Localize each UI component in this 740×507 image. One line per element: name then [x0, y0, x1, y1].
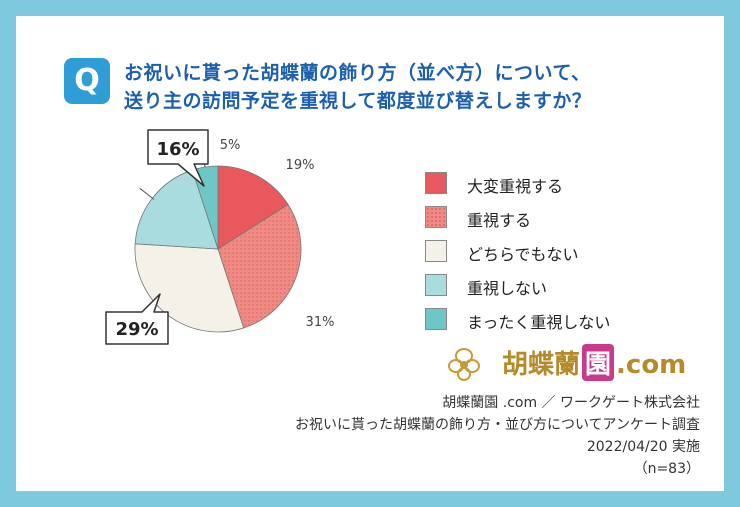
slice-very-important [217, 165, 289, 250]
question-badge: Q [64, 58, 110, 104]
source-line: 胡蝶蘭園 .com ／ ワークゲート株式会社 [442, 395, 700, 411]
callout-box-29 [105, 293, 169, 345]
brand-domain: .com [616, 350, 687, 380]
label-5-percent: 5% [220, 138, 241, 153]
question-line-1: お祝いに貰った胡蝶蘭の飾り方（並べ方）について、 [124, 62, 591, 84]
legend-label: まったく重視しない [467, 313, 611, 332]
survey-title-line: お祝いに貰った胡蝶蘭の飾り方・並び方についてアンケート調査 [294, 417, 700, 433]
slice-important [217, 203, 302, 329]
label-31-percent: 31% [306, 315, 335, 330]
legend-swatch [425, 274, 447, 296]
brand-name: 胡蝶蘭 [502, 350, 581, 380]
legend-label: 重視しない [467, 279, 548, 298]
legend-swatch [425, 172, 447, 194]
callout-box-16 [147, 129, 209, 187]
legend-label: 大変重視する [467, 177, 564, 196]
legend-swatch [425, 308, 447, 330]
brand-badge: 園 [582, 344, 615, 381]
label-16-percent: 16% [156, 139, 199, 160]
orchid-logo-icon [448, 348, 480, 381]
label-19-percent: 19% [286, 158, 315, 173]
label-29-percent: 29% [115, 319, 158, 340]
brand-wordmark: 胡蝶蘭園 .com [502, 344, 686, 381]
legend-swatch [425, 240, 447, 262]
leader-line-19 [139, 187, 155, 200]
card-frame [16, 16, 724, 491]
legend-swatch [425, 206, 447, 228]
sample-size-line: （n=83） [633, 461, 700, 477]
question-line-2: 送り主の訪問予定を重視して都度並び替えしますか？ [124, 90, 592, 112]
survey-date-line: 2022/04/20 実施 [586, 439, 700, 455]
legend-label: どちらでもない [467, 245, 579, 264]
legend-label: 重視する [467, 211, 532, 230]
